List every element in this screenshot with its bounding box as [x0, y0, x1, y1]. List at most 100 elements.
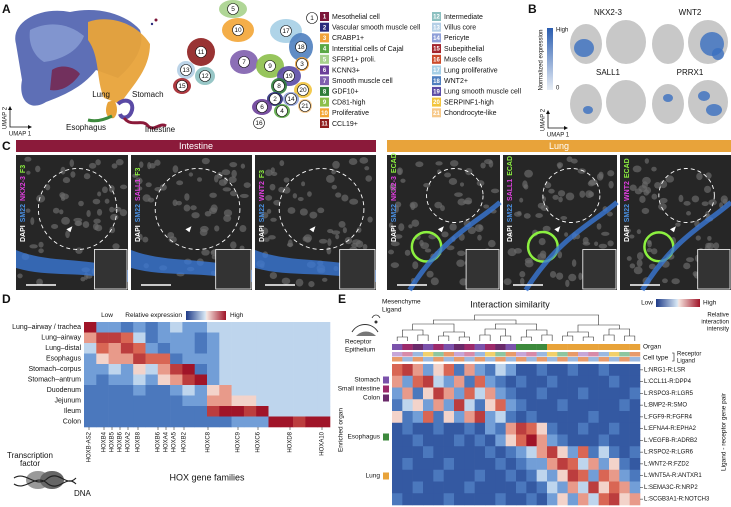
ligand-strip [474, 357, 486, 362]
nucleus [507, 232, 513, 238]
heat-cell [293, 406, 306, 417]
nucleus [477, 234, 482, 241]
stain-label: DAPI SM22 SALL1 F3 [135, 168, 142, 242]
heat-cell [464, 481, 475, 494]
nucleus [342, 227, 347, 234]
nucleus [424, 248, 432, 253]
icon-label: factor [20, 459, 40, 468]
nucleus [648, 263, 656, 270]
organ-strip [598, 344, 610, 350]
cluster-marker-label: 17 [282, 28, 290, 35]
nucleus [38, 241, 44, 248]
colorbar-title: Normalized expression [539, 29, 545, 90]
gene-label: HOXA5 [172, 431, 178, 452]
receptor-strip [464, 352, 475, 357]
heat-cell [443, 364, 455, 377]
nucleus [420, 242, 430, 250]
heat-cell [433, 422, 444, 435]
heat-cell [207, 416, 220, 428]
heat-cell [305, 364, 318, 375]
nucleus [480, 162, 486, 169]
receptor-strip [505, 352, 517, 357]
heat-cell [588, 411, 599, 424]
gene-label: HOXC8 [206, 431, 212, 452]
organ-strip [609, 344, 620, 350]
nucleus [36, 278, 43, 286]
nucleus [650, 248, 658, 255]
heat-cell [402, 364, 413, 377]
organ-strip [443, 344, 455, 350]
cluster-marker-label: 20 [299, 87, 307, 94]
nucleus [457, 198, 466, 206]
heat-cell [474, 411, 486, 424]
heat-cell [526, 422, 537, 435]
nucleus [95, 159, 101, 166]
receptor-strip [495, 352, 506, 357]
heat-cell [629, 469, 641, 482]
cluster-marker-label: 21 [301, 103, 309, 110]
nucleus [390, 227, 395, 234]
heat-cell [157, 374, 171, 386]
legend-swatch [320, 22, 329, 32]
heat-cell [464, 493, 475, 506]
receptor-strip [392, 352, 403, 357]
colorbar-title: Relative expression [125, 312, 182, 319]
legend-name: GDF10+ [332, 89, 359, 96]
cluster-marker-label: 9 [268, 63, 272, 70]
heat-cell [464, 411, 475, 424]
heat-cell [170, 374, 183, 386]
umap-left [15, 10, 158, 106]
ligand-strip [423, 357, 434, 362]
heat-cell [170, 332, 183, 344]
heat-cell [157, 364, 171, 375]
heat-cell [280, 395, 294, 407]
airway-outline [658, 168, 715, 223]
heat-cell [392, 422, 403, 435]
crypt-outline [154, 168, 241, 250]
nucleus [449, 160, 459, 167]
organ-label: Small intestine [338, 386, 381, 393]
heat-cell [231, 343, 245, 354]
colorbar-title: interaction [701, 320, 729, 326]
heat-cell [317, 406, 331, 417]
nucleus [523, 213, 531, 219]
heat-cell [133, 364, 146, 375]
heat-cell [182, 322, 195, 333]
heat-cell [305, 385, 318, 396]
interaction-icon [351, 314, 381, 336]
heat-cell [256, 395, 269, 407]
inset [465, 249, 500, 290]
colorbar-e [656, 299, 700, 307]
crypt-outline [37, 168, 118, 250]
cluster-marker-label: 16 [255, 120, 263, 127]
organ-strip [588, 344, 599, 350]
organ-strip [567, 344, 579, 350]
gene-label: HOXD8 [288, 431, 294, 452]
legend-id: 14 [433, 36, 440, 42]
heat-cell [526, 411, 537, 424]
heat-cell [578, 387, 589, 400]
nucleus [52, 207, 60, 214]
heat-cell [505, 411, 517, 424]
nucleus [434, 201, 443, 209]
heat-cell [423, 434, 434, 447]
heat-cell [609, 422, 620, 435]
heat-cell [516, 364, 527, 377]
receptor-strip [536, 352, 548, 357]
heat-cell [182, 343, 195, 354]
heat-cell [120, 406, 134, 417]
nucleus [519, 277, 525, 286]
nucleus [109, 206, 115, 213]
legend-id: 3 [323, 36, 327, 42]
cluster-marker [299, 100, 311, 112]
heat-cell [317, 385, 331, 396]
heat-cell [280, 385, 294, 396]
nucleus [398, 223, 405, 232]
heat-cell [219, 322, 232, 333]
cluster-marker [269, 93, 281, 105]
ligand-strip [454, 357, 465, 362]
heat-cell [547, 422, 558, 435]
heat-cell [392, 387, 403, 400]
nucleus [45, 184, 51, 191]
